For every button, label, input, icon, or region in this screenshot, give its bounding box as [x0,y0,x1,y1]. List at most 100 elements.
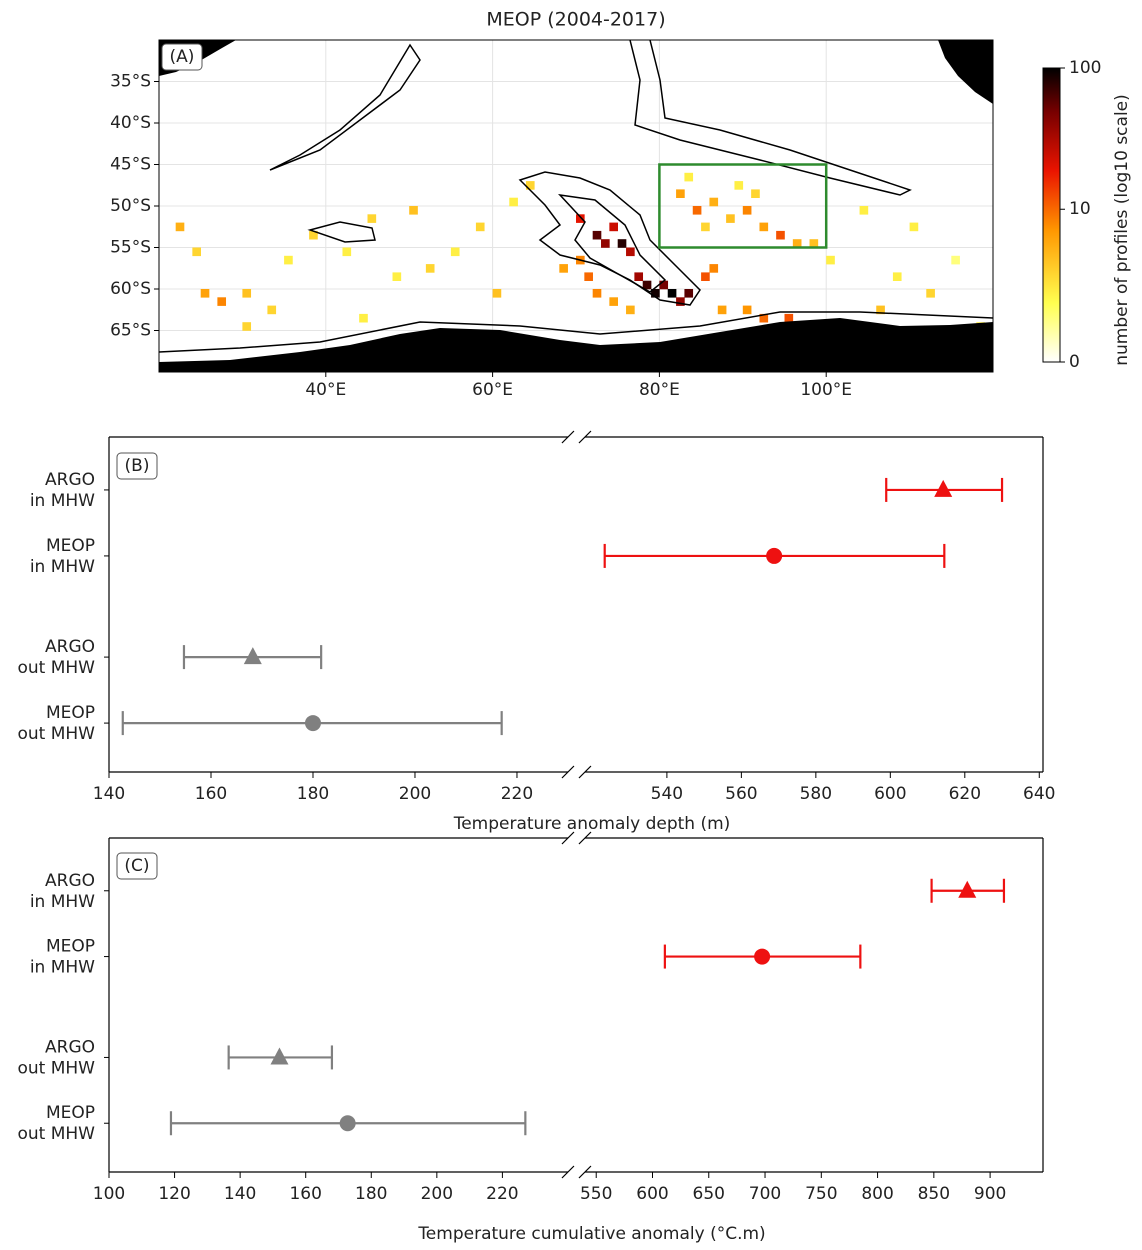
cell [659,280,669,290]
antarctica [159,318,993,372]
marker-circle [754,948,771,965]
cell [776,230,785,240]
x-tick-label: 900 [974,1184,1006,1204]
x-tick-label: 200 [399,784,431,804]
cell [751,189,760,198]
panel-label-text: (B) [125,456,150,476]
y-tick-label: in MHW [30,491,95,511]
panel-label-text: (C) [124,856,149,876]
y-tick-label: 55°S [110,238,151,258]
cell [342,247,352,257]
australia-shelf [629,40,912,196]
crozet-contour [307,221,376,243]
ridge-contour [269,43,421,171]
cell [759,313,769,323]
cell [701,272,710,281]
marker-triangle [270,1047,289,1065]
y-tick-label: ARGO [45,637,95,657]
marker-triangle [934,479,953,497]
plateau-contour-inner [558,193,667,293]
cell [475,222,485,232]
cell [592,230,602,240]
marker-circle [304,715,321,732]
y-tick-label: out MHW [17,1058,95,1078]
cell [742,305,752,315]
cell [859,206,869,215]
y-tick-label: ARGO [45,1037,95,1057]
y-tick-label: in MHW [30,958,95,978]
y-tick-label: 60°S [110,279,151,299]
colorbar-tick-label: 100 [1069,58,1101,78]
region-box [658,163,828,249]
x-tick-label: 180 [297,784,329,804]
cell [926,289,935,298]
cell [701,222,710,232]
panel-label: (C) [116,852,158,880]
cell [642,280,652,290]
x-tick-label: 220 [486,1184,518,1204]
y-tick-label: 50°S [110,196,151,216]
axis-break [561,831,575,845]
axis-break [561,430,575,444]
x-tick-label: 140 [93,784,125,804]
cell [284,255,293,265]
axis-break [561,1165,575,1179]
y-tick-label: in MHW [30,557,95,577]
x-tick-label: 160 [195,784,227,804]
colorbar-label: number of profiles (log10 scale) [1112,94,1132,366]
cell [809,239,819,248]
x-tick-label: 140 [224,1184,256,1204]
panel-label-box [116,852,158,880]
x-tick-label: 550 [580,1184,612,1204]
axis-break [561,765,575,779]
cell [492,289,502,298]
y-tick-label: MEOP [46,1103,95,1123]
panel-label: (B) [116,452,158,480]
cell [450,247,460,257]
cell [601,239,610,248]
marker-triangle [243,647,262,665]
marker-circle [766,547,783,564]
cell [592,289,602,298]
cell [626,247,635,257]
cell [876,305,885,315]
marker-circle [339,1115,356,1132]
x-tick-label: 560 [725,784,757,804]
x-tick-label: 100 [93,1184,125,1204]
cell [525,181,535,190]
y-tick-label: in MHW [30,892,95,912]
axis-break [578,430,592,444]
cell [192,247,201,257]
map-area [159,40,993,372]
cell [617,239,627,248]
x-tick-label: 800 [861,1184,893,1204]
cell [634,272,644,281]
colorbar-tick-label: 10 [1069,199,1091,219]
x-axis-label: Temperature cumulative anomaly (°C.m) [417,1224,765,1244]
y-tick-label: 45°S [110,155,151,175]
cell [217,297,227,306]
cell [734,181,744,190]
cell [425,264,435,273]
x-tick-label: 620 [949,784,981,804]
x-tick-label: 750 [805,1184,837,1204]
y-tick-label: 40°S [110,113,151,133]
cell [759,222,769,232]
colorbar [1042,67,1061,363]
x-tick-label: 200 [421,1184,453,1204]
cell [709,264,719,273]
cell [667,289,677,298]
x-tick-label: 580 [800,784,832,804]
cell [792,239,802,248]
cell [392,272,402,281]
x-tick-label: 700 [749,1184,781,1204]
x-tick-label: 640 [1023,784,1055,804]
cell [676,297,685,306]
cell [359,313,368,323]
map-title: MEOP (2004-2017) [486,9,665,31]
x-tick-label: 160 [289,1184,321,1204]
y-tick-label: out MHW [17,1124,95,1144]
cell [909,222,919,232]
